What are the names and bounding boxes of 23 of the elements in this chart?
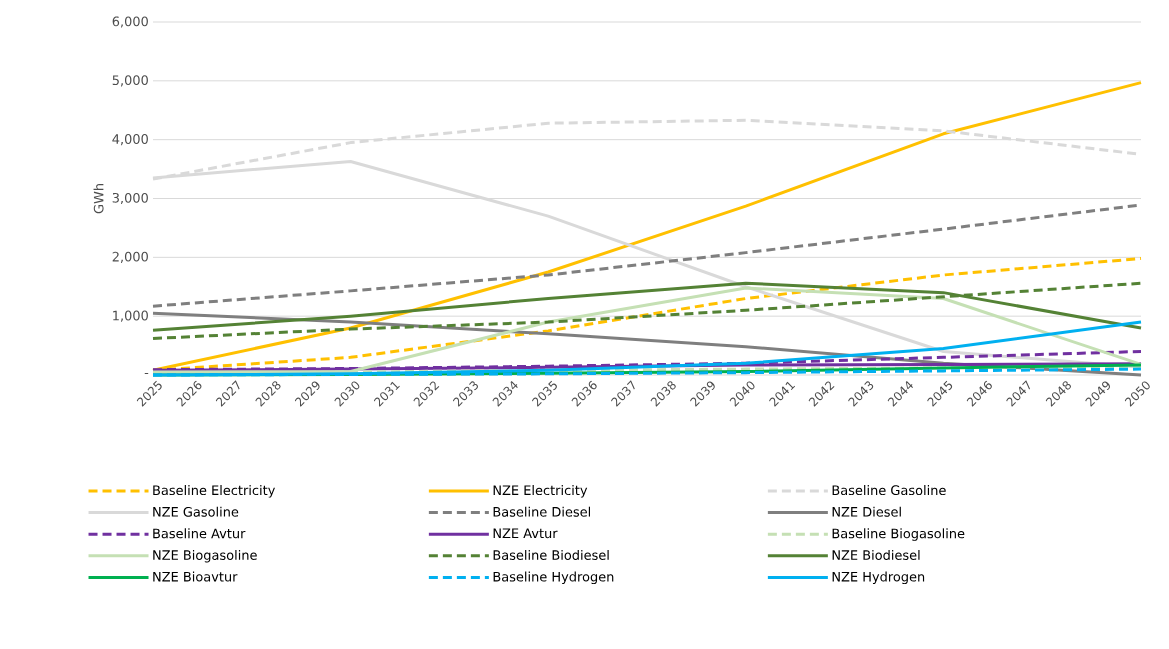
y-tick-label: - (144, 372, 149, 374)
legend-label: Baseline Biodiesel (493, 549, 609, 560)
legend-label: NZE Avtur (493, 528, 558, 539)
y-tick-label: 6,000 (112, 16, 148, 28)
legend-label: NZE Bioavtur (153, 571, 238, 582)
y-tick-label: 3,000 (112, 192, 148, 205)
y-axis-title: GWh (93, 184, 104, 214)
legend-label: Baseline Diesel (493, 506, 591, 517)
legend-label: NZE Electricity (493, 485, 588, 498)
y-tick-label: 4,000 (112, 134, 148, 146)
legend-label: Baseline Avtur (153, 528, 246, 539)
y-tick-label: 1,000 (113, 310, 148, 322)
legend-label: NZE Biodiesel (832, 549, 920, 560)
y-tick-label: 2,000 (112, 251, 148, 263)
legend-label: NZE Diesel (832, 506, 901, 517)
legend-label: Baseline Gasoline (832, 485, 946, 496)
legend-label: Baseline Electricity (153, 485, 275, 498)
legend-label: Baseline Biogasoline (832, 528, 965, 541)
y-tick-label: 5,000 (112, 75, 148, 87)
legend-label: NZE Gasoline (153, 506, 239, 517)
legend-label: Baseline Hydrogen (493, 571, 614, 585)
legend-label: NZE Hydrogen (832, 571, 925, 585)
legend-label: NZE Biogasoline (153, 549, 257, 563)
